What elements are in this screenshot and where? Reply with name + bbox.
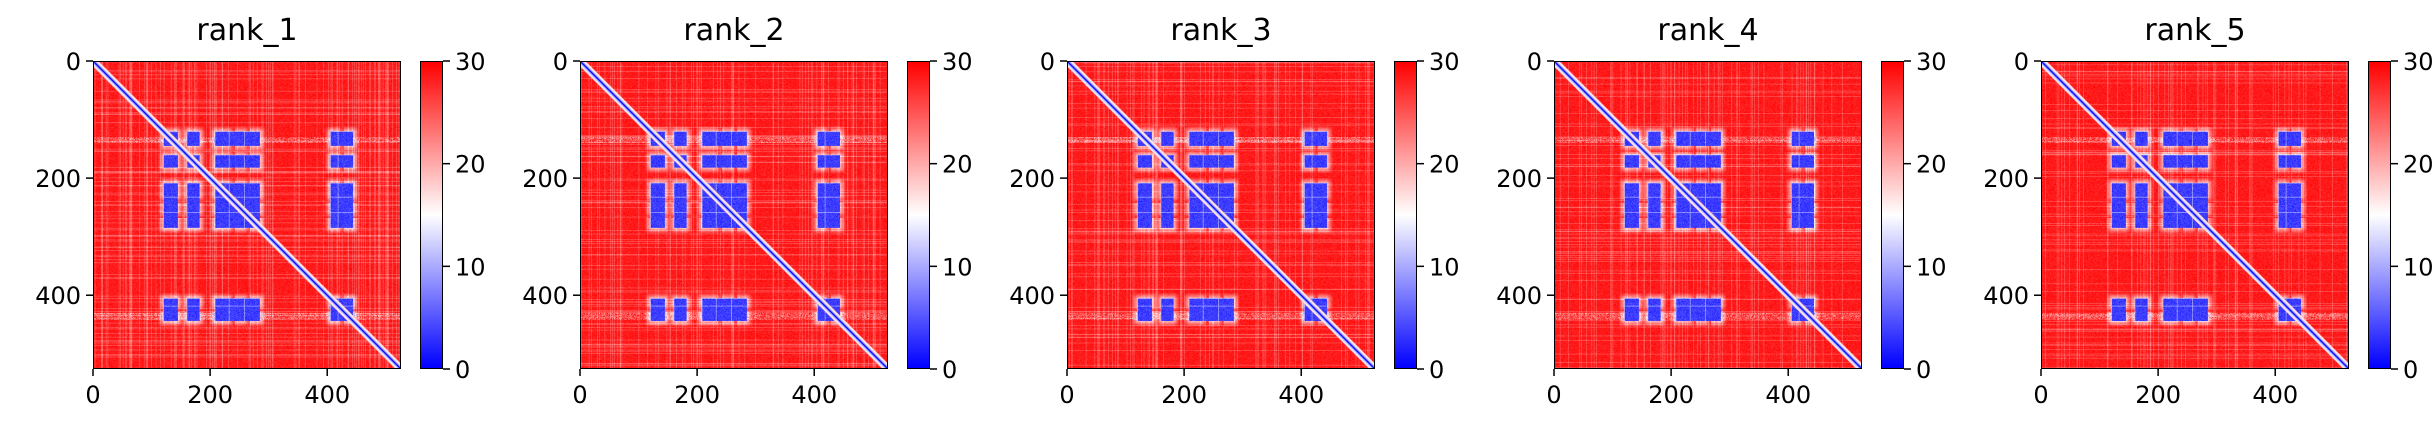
x-tick-label: 0 xyxy=(1059,381,1074,409)
y-tick-label: 400 xyxy=(35,282,81,310)
axes-layer: 0 200 400 0 200 400 0 10 20 30 xyxy=(1983,48,2434,409)
colorbar-tick-label: 20 xyxy=(1916,151,1947,179)
y-tick-label: 200 xyxy=(35,165,81,193)
colorbar-tick-label: 30 xyxy=(455,48,486,76)
colorbar-tick-label: 20 xyxy=(2403,151,2434,179)
x-tick-label: 0 xyxy=(2033,381,2048,409)
heatmap-plot xyxy=(2041,61,2349,369)
x-tick-label: 400 xyxy=(1765,381,1811,409)
y-tick-label: 400 xyxy=(1496,282,1542,310)
y-tick-label: 400 xyxy=(522,282,568,310)
colorbar-tick-label: 30 xyxy=(2403,48,2434,76)
y-tick-label: 0 xyxy=(1527,48,1542,76)
y-tick-label: 400 xyxy=(1009,282,1055,310)
y-tick-label: 400 xyxy=(1983,282,2029,310)
heatmap-image xyxy=(2041,61,2349,369)
axes-layer: 0 200 400 0 200 400 0 10 20 30 xyxy=(522,48,973,409)
colorbar-tick-label: 30 xyxy=(1916,48,1947,76)
x-tick-label: 0 xyxy=(572,381,587,409)
colorbar-tick-label: 30 xyxy=(1429,48,1460,76)
x-tick-label: 400 xyxy=(2252,381,2298,409)
x-tick-label: 400 xyxy=(791,381,837,409)
colorbar xyxy=(420,61,443,369)
x-tick-label: 200 xyxy=(1161,381,1207,409)
heatmap-panel: rank_2 0 200 400 0 200 400 0 10 20 30 xyxy=(487,0,974,438)
x-tick-label: 200 xyxy=(2135,381,2181,409)
colorbar-tick-label: 0 xyxy=(1429,356,1444,384)
chart-title: rank_5 xyxy=(2144,13,2246,48)
y-tick-label: 0 xyxy=(2014,48,2029,76)
heatmap-image xyxy=(580,61,888,369)
colorbar-tick-label: 20 xyxy=(455,151,486,179)
heatmap-image xyxy=(93,61,401,369)
chart-title: rank_4 xyxy=(1657,13,1759,48)
y-tick-label: 0 xyxy=(1040,48,1055,76)
y-tick-label: 200 xyxy=(1496,165,1542,193)
heatmap-image xyxy=(1067,61,1375,369)
colorbar-tick-label: 10 xyxy=(2403,253,2434,281)
colorbar xyxy=(1881,61,1904,369)
y-tick-label: 0 xyxy=(553,48,568,76)
colorbar-tick-label: 10 xyxy=(1429,253,1460,281)
colorbar xyxy=(1394,61,1417,369)
heatmap-plot xyxy=(580,61,888,369)
axes-layer: 0 200 400 0 200 400 0 10 20 30 xyxy=(1009,48,1460,409)
heatmap-plot xyxy=(1067,61,1375,369)
colorbar-tick-label: 10 xyxy=(1916,253,1947,281)
chart-title: rank_3 xyxy=(1170,13,1272,48)
y-tick-label: 0 xyxy=(66,48,81,76)
heatmap-panel: rank_3 0 200 400 0 200 400 0 10 20 30 xyxy=(974,0,1461,438)
heatmap-panel: rank_1 0 200 400 0 200 400 0 10 20 30 xyxy=(0,0,487,438)
y-tick-label: 200 xyxy=(1009,165,1055,193)
colorbar xyxy=(907,61,930,369)
x-tick-label: 200 xyxy=(187,381,233,409)
heatmap-image xyxy=(1554,61,1862,369)
chart-title: rank_2 xyxy=(683,13,785,48)
colorbar-tick-label: 30 xyxy=(942,48,973,76)
axes-layer: 0 200 400 0 200 400 0 10 20 30 xyxy=(1496,48,1947,409)
x-tick-label: 200 xyxy=(674,381,720,409)
heatmap-plot xyxy=(1554,61,1862,369)
y-tick-label: 200 xyxy=(522,165,568,193)
colorbar-tick-label: 10 xyxy=(455,253,486,281)
x-tick-label: 0 xyxy=(85,381,100,409)
x-tick-label: 200 xyxy=(1648,381,1694,409)
axes-layer: 0 200 400 0 200 400 0 10 20 30 xyxy=(35,48,486,409)
heatmap-panel: rank_4 0 200 400 0 200 400 0 10 20 30 xyxy=(1461,0,1948,438)
colorbar-tick-label: 0 xyxy=(942,356,957,384)
heatmap-plot xyxy=(93,61,401,369)
colorbar-tick-label: 10 xyxy=(942,253,973,281)
colorbar-tick-label: 0 xyxy=(2403,356,2418,384)
chart-title: rank_1 xyxy=(196,13,298,48)
colorbar-tick-label: 0 xyxy=(455,356,470,384)
heatmap-panel: rank_5 0 200 400 0 200 400 0 10 20 30 xyxy=(1948,0,2435,438)
colorbar xyxy=(2368,61,2391,369)
colorbar-tick-label: 20 xyxy=(1429,151,1460,179)
x-tick-label: 400 xyxy=(1278,381,1324,409)
y-tick-label: 200 xyxy=(1983,165,2029,193)
x-tick-label: 400 xyxy=(304,381,350,409)
colorbar-tick-label: 0 xyxy=(1916,356,1931,384)
colorbar-tick-label: 20 xyxy=(942,151,973,179)
x-tick-label: 0 xyxy=(1546,381,1561,409)
